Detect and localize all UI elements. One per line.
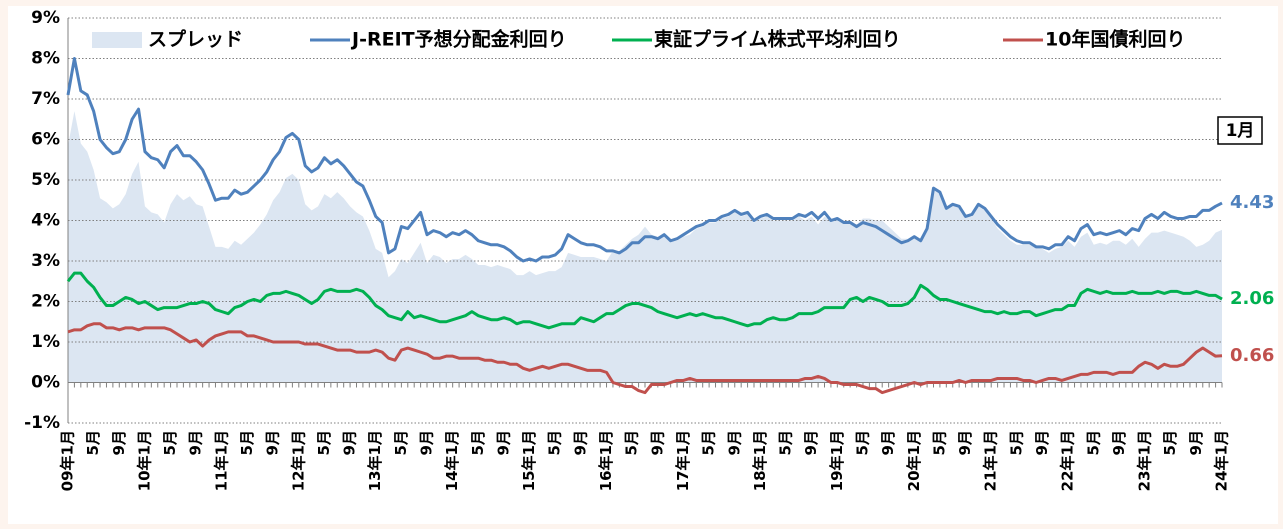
x-tick-label: 5月 <box>546 430 564 455</box>
x-tick-label: 5月 <box>469 430 487 455</box>
x-tick-label: 5月 <box>623 430 641 455</box>
x-tick-label: 9月 <box>802 430 820 455</box>
x-tick-label: 9月 <box>1187 430 1205 455</box>
x-tick-label: 24年1月 <box>1213 430 1231 491</box>
y-tick-label: 7% <box>31 89 60 109</box>
x-tick-label: 9月 <box>879 430 897 455</box>
x-tick-label: 5月 <box>777 430 795 455</box>
x-tick-label: 9月 <box>110 430 128 455</box>
x-tick-label: 5月 <box>84 430 102 455</box>
x-tick-label: 20年1月 <box>905 430 923 491</box>
x-tick-label: 9月 <box>956 430 974 455</box>
x-tick-label: 5月 <box>1084 430 1102 455</box>
y-tick-label: 3% <box>31 251 60 271</box>
y-tick-label: 5% <box>31 170 60 190</box>
x-tick-label: 23年1月 <box>1136 430 1154 491</box>
x-tick-label: 9月 <box>725 430 743 455</box>
y-tick-label: -1% <box>24 413 60 433</box>
value-label: 0.66 <box>1230 345 1274 366</box>
x-tick-label: 13年1月 <box>366 430 384 491</box>
legend-label: J-REIT予想分配金利回り <box>350 28 567 51</box>
x-tick-label: 9月 <box>1110 430 1128 455</box>
x-tick-label: 16年1月 <box>597 430 615 491</box>
y-tick-label: 0% <box>31 373 60 393</box>
x-tick-label: 11年1月 <box>212 430 230 491</box>
y-tick-label: 1% <box>31 332 60 352</box>
x-tick-label: 5月 <box>700 430 718 455</box>
x-tick-label: 10年1月 <box>135 430 153 491</box>
x-tick-label: 5月 <box>930 430 948 455</box>
legend-label: スプレッド <box>148 28 243 51</box>
annotation: 1月 <box>1226 121 1255 141</box>
y-tick-label: 4% <box>31 211 60 231</box>
x-tick-label: 5月 <box>853 430 871 455</box>
x-tick-label: 22年1月 <box>1059 430 1077 491</box>
annotation-box <box>1217 116 1263 145</box>
x-tick-label: 9月 <box>571 430 589 455</box>
x-tick-label: 5月 <box>1007 430 1025 455</box>
x-tick-label: 9月 <box>341 430 359 455</box>
x-tick-label: 5月 <box>1161 430 1179 455</box>
y-tick-label: 9% <box>31 8 60 28</box>
x-tick-label: 5月 <box>161 430 179 455</box>
y-tick-label: 6% <box>31 130 60 150</box>
series-line <box>66 271 1223 330</box>
value-label: 2.06 <box>1230 288 1274 309</box>
x-tick-label: 5月 <box>238 430 256 455</box>
y-tick-label: 8% <box>31 49 60 69</box>
x-tick-label: 12年1月 <box>289 430 307 491</box>
x-tick-label: 9月 <box>187 430 205 455</box>
legend-swatch <box>92 32 142 48</box>
x-tick-label: 9月 <box>418 430 436 455</box>
y-tick-label: 2% <box>31 292 60 312</box>
x-tick-label: 5月 <box>392 430 410 455</box>
x-tick-label: 09年1月 <box>59 430 77 491</box>
x-tick-label: 15年1月 <box>520 430 538 491</box>
x-tick-label: 9月 <box>494 430 512 455</box>
x-tick-label: 18年1月 <box>751 430 769 491</box>
series-line <box>67 322 1223 395</box>
value-label: 4.43 <box>1230 192 1274 213</box>
x-tick-label: 21年1月 <box>982 430 1000 491</box>
legend-label: 東証プライム株式平均利回り <box>654 28 901 51</box>
x-tick-label: 5月 <box>315 430 333 455</box>
x-tick-label: 17年1月 <box>674 430 692 491</box>
x-tick-label: 9月 <box>1033 430 1051 455</box>
x-tick-label: 9月 <box>264 430 282 455</box>
x-tick-label: 19年1月 <box>828 430 846 491</box>
legend-label: 10年国債利回り <box>1045 28 1185 51</box>
spread-area <box>68 111 1222 383</box>
series-line <box>66 57 1223 263</box>
x-tick-label: 9月 <box>648 430 666 455</box>
x-tick-label: 14年1月 <box>443 430 461 491</box>
